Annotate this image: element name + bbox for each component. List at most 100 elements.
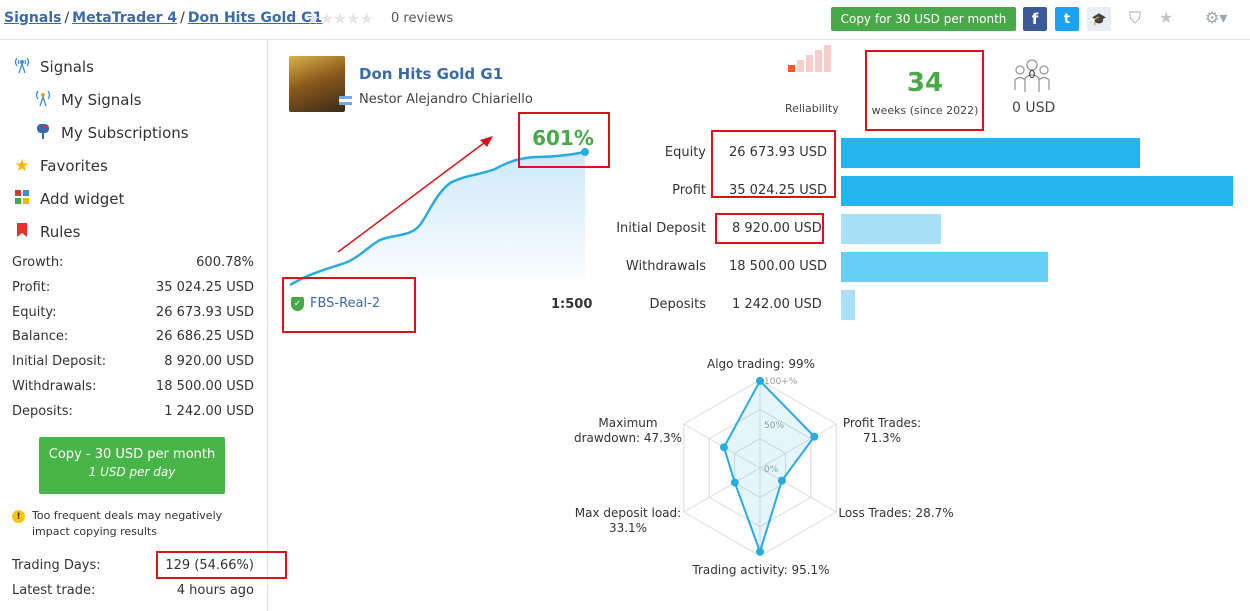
warning-text: Too frequent deals may negatively impact… — [32, 509, 223, 538]
fin-value: 26 673.93 USD — [729, 145, 828, 160]
reliability-label: Reliability — [785, 102, 839, 115]
radar-point — [777, 476, 786, 485]
stat-value: 600.78% — [196, 255, 254, 270]
growth-chart[interactable] — [285, 145, 595, 290]
star-icon: ★ — [14, 156, 30, 176]
radar-point — [756, 547, 764, 556]
fin-label: Equity — [664, 145, 706, 160]
equity-bar — [841, 138, 1140, 168]
my-signals-icon — [33, 89, 53, 111]
settings-gear-icon[interactable]: ⚙▾ — [1205, 8, 1228, 27]
subscribers-count: 0 — [1029, 68, 1036, 81]
radar-point — [730, 478, 739, 487]
copy-daily-price-label: 1 USD per day — [88, 465, 176, 479]
sidebar-item-label: Add widget — [40, 190, 125, 208]
sidebar-item-label: Favorites — [40, 157, 108, 175]
radar-axis-label: Loss Trades: 28.7% — [838, 506, 954, 520]
highlight-box — [518, 112, 610, 168]
growth-end-point — [581, 148, 589, 156]
stat-label: Withdrawals: — [12, 378, 97, 394]
sidebar-item-rules[interactable]: Rules — [12, 222, 80, 242]
fin-value: 18 500.00 USD — [729, 259, 828, 274]
facebook-share-icon[interactable]: f — [1023, 7, 1047, 31]
sidebar-item-favorites[interactable]: ★ Favorites — [12, 156, 108, 176]
breadcrumb-signals[interactable]: Signals — [4, 10, 62, 26]
mailbox-icon — [33, 122, 53, 144]
highlight-box — [715, 213, 824, 244]
profit-bar — [841, 176, 1233, 206]
initial-deposit-bar — [841, 214, 941, 244]
growth-percent: 601% — [532, 126, 594, 150]
radar-tick-label: 50% — [764, 421, 784, 431]
fin-label: Deposits — [649, 297, 706, 312]
radar-axis-label: Maximum drawdown: 47.3% — [573, 416, 683, 445]
rating-stars-icon[interactable]: ★★★★★ — [306, 9, 374, 28]
author-name[interactable]: Nestor Alejandro Chiariello — [359, 92, 533, 107]
breadcrumb-separator: / — [180, 10, 185, 26]
broker-server[interactable]: ✓ FBS-Real-2 — [291, 296, 380, 311]
stat-row: Growth: 600.78% — [12, 255, 254, 280]
radar-chart[interactable]: 100+% 50% 0% — [660, 360, 860, 575]
subscribers-usd: 0 USD — [1012, 100, 1056, 116]
sidebar-item-label: Rules — [40, 223, 81, 241]
reviews-count[interactable]: 0 reviews — [391, 11, 454, 26]
growth-area — [290, 152, 585, 290]
radar-axis-label: Algo trading: 99% — [706, 357, 815, 371]
highlight-box — [865, 50, 984, 131]
stat-label: Trading Days: — [12, 558, 101, 573]
stat-label: Initial Deposit: — [12, 354, 107, 370]
weeks-label: weeks (since 2022) — [871, 104, 979, 117]
copy-price-label: Copy - 30 USD per month — [48, 447, 216, 462]
twitter-share-icon[interactable]: t — [1055, 7, 1079, 31]
stat-row: Profit: 35 024.25 USD — [12, 280, 254, 305]
stat-value: 1 242.00 USD — [164, 403, 254, 419]
sidebar-item-label: Signals — [40, 58, 94, 76]
radar-grid-spoke — [683, 467, 761, 513]
fin-label: Initial Deposit — [616, 221, 706, 236]
warning-icon: ! — [12, 510, 25, 523]
stat-label: Latest trade: — [12, 583, 96, 598]
sidebar-item-signals[interactable]: Signals — [12, 56, 94, 78]
signal-name[interactable]: Don Hits Gold G1 — [359, 65, 504, 83]
highlight-box — [156, 551, 287, 579]
fin-value: 1 242.00 USD — [732, 297, 822, 312]
radar-point — [756, 376, 764, 385]
broker-name: FBS-Real-2 — [310, 296, 381, 311]
stat-label: Equity: — [12, 304, 57, 320]
sidebar-item-add-widget[interactable]: Add widget — [12, 189, 124, 209]
sidebar-item-my-subscriptions[interactable]: My Subscriptions — [33, 122, 189, 144]
antenna-icon — [12, 56, 32, 78]
breadcrumb-separator: / — [64, 10, 70, 26]
education-icon[interactable]: 🎓 — [1087, 7, 1111, 31]
trading-days-row: Trading Days: 129 (54.66%) — [12, 558, 254, 583]
favorite-star-icon[interactable]: ★ — [1159, 8, 1174, 27]
shield-icon[interactable]: ⛉ — [1129, 8, 1142, 27]
stat-value: 35 024.25 USD — [155, 279, 254, 295]
breadcrumb-signal-name[interactable]: Don Hits Gold G1 — [187, 10, 323, 26]
author-avatar[interactable] — [289, 56, 345, 112]
stat-value: 4 hours ago — [176, 583, 254, 598]
radar-axis-label: Trading activity: 95.1% — [692, 563, 830, 577]
signal-stats: Growth: 600.78% Profit: 35 024.25 USD Equi… — [12, 255, 254, 429]
fin-value: 35 024.25 USD — [729, 183, 828, 198]
sidebar-item-label: My Subscriptions — [61, 124, 189, 142]
radar-grid-spoke — [759, 467, 837, 513]
radar-point — [810, 432, 819, 441]
copy-signal-button[interactable]: Copy for 30 USD per month — [831, 7, 1016, 31]
verified-shield-icon: ✓ — [291, 296, 304, 311]
sidebar: Signals My Signals My Subscriptions ★ Fa… — [0, 40, 287, 611]
sidebar-item-my-signals[interactable]: My Signals — [33, 89, 141, 111]
stat-value: 26 673.93 USD — [155, 304, 254, 320]
radar-grid-spoke — [759, 423, 837, 469]
breadcrumb-metatrader4[interactable]: MetaTrader 4 — [72, 10, 178, 26]
growth-line — [289, 150, 586, 287]
radar-tick-label: 0% — [764, 465, 779, 475]
deposits-bar — [841, 290, 855, 320]
highlight-box — [711, 130, 836, 198]
stat-value: 129 (54.66%) — [165, 558, 254, 573]
radar-tick-label: 100+% — [764, 377, 798, 387]
frequent-deals-warning: ! Too frequent deals may negatively impa… — [12, 508, 242, 540]
weeks-count: 34 — [906, 68, 944, 98]
copy-subscription-button[interactable]: Copy - 30 USD per month 1 USD per day — [39, 437, 225, 494]
top-bar: Signals / MetaTrader 4/Don Hits Gold G1 ★★… — [0, 0, 1250, 40]
